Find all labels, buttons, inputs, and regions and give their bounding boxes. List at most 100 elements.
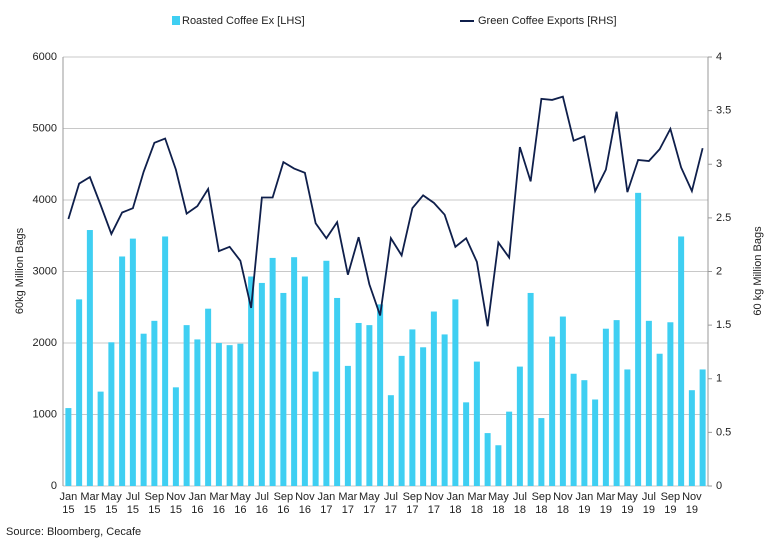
bar [430, 311, 437, 486]
bar [581, 380, 588, 486]
bar [570, 373, 577, 486]
x-tick-label: Sep 15 [144, 491, 165, 516]
x-tick-label: Jan 15 [59, 491, 78, 516]
y-tick-label: 4000 [33, 194, 57, 206]
bar [205, 308, 212, 486]
bar [506, 411, 513, 486]
bar [538, 418, 545, 486]
y-tick-label: 1000 [33, 408, 57, 420]
bar [688, 390, 695, 486]
x-tick-label: Nov 16 [295, 491, 315, 516]
x-tick-label: Jul 16 [254, 491, 269, 516]
bar [420, 347, 427, 486]
y2-axis-label: 60 kg Million Bags [752, 226, 764, 316]
x-tick-label: May 15 [100, 491, 122, 516]
y-tick-label: 6000 [33, 51, 57, 63]
bar [119, 256, 126, 486]
bar [248, 276, 255, 486]
x-tick-label: Sep 17 [402, 491, 423, 516]
bar [463, 402, 470, 486]
y2-tick-label: 1.5 [716, 319, 731, 331]
bar [699, 369, 706, 486]
bar [645, 320, 652, 486]
y2-tick-label: 2.5 [716, 212, 731, 224]
x-tick-label: May 17 [358, 491, 380, 516]
bar [452, 299, 459, 486]
bar [258, 282, 265, 486]
bar [215, 343, 222, 486]
y-tick-label: 2000 [33, 337, 57, 349]
y2-tick-label: 0.5 [716, 426, 731, 438]
y-tick-label: 0 [51, 480, 57, 492]
legend-swatch [172, 16, 180, 25]
y2-tick-label: 0 [716, 480, 722, 492]
x-tick-label: Mar 18 [467, 491, 487, 516]
x-tick-label: May 18 [487, 491, 509, 516]
bar [527, 292, 534, 486]
bar [473, 361, 480, 486]
bar [183, 325, 190, 486]
bar [323, 260, 330, 486]
bar [678, 236, 685, 486]
x-tick-label: Mar 19 [596, 491, 616, 516]
bar [86, 230, 93, 486]
bar [312, 371, 319, 486]
y2-tick-label: 1 [716, 373, 722, 385]
bar [140, 333, 147, 486]
bar [549, 336, 556, 486]
bar [269, 257, 276, 486]
bar [280, 292, 287, 486]
x-tick-label: May 16 [229, 491, 251, 516]
source: Source: Bloomberg, Cecafe [6, 526, 141, 538]
bar [398, 355, 405, 486]
bar [97, 391, 104, 486]
bar [516, 366, 523, 486]
bar [409, 329, 416, 486]
x-tick-label: Jan 17 [317, 491, 336, 516]
x-tick-label: Sep 18 [531, 491, 552, 516]
x-tick-label: Nov 17 [424, 491, 444, 516]
bar [151, 320, 158, 486]
y2-tick-label: 2 [716, 265, 722, 277]
bar [635, 192, 642, 486]
bar [441, 334, 448, 486]
x-tick-label: Mar 16 [209, 491, 229, 516]
legend-label: Roasted Coffee Ex [LHS] [182, 15, 305, 27]
y-tick-label: 3000 [33, 265, 57, 277]
y2-tick-label: 3.5 [716, 105, 731, 117]
bar [76, 299, 83, 486]
bar [108, 342, 115, 486]
bar [237, 343, 244, 486]
x-tick-label: Jan 18 [446, 491, 465, 516]
x-tick-label: Sep 16 [273, 491, 294, 516]
bar [65, 408, 72, 486]
x-tick-label: Jan 19 [575, 491, 594, 516]
bar [667, 322, 674, 486]
legend-label: Green Coffee Exports [RHS] [478, 15, 617, 27]
bar [377, 304, 384, 486]
bar [559, 316, 566, 486]
bar [344, 365, 351, 486]
y2-tick-label: 4 [716, 51, 722, 63]
bar [387, 395, 394, 486]
x-tick-label: Mar 17 [338, 491, 358, 516]
bar [602, 328, 609, 486]
x-tick-label: May 19 [616, 491, 638, 516]
x-tick-label: Nov 18 [553, 491, 573, 516]
bar [613, 320, 620, 486]
x-tick-label: Mar 15 [80, 491, 100, 516]
bar [129, 238, 136, 486]
bar [366, 325, 373, 486]
bar [226, 345, 233, 486]
x-tick-label: Jul 18 [512, 491, 527, 516]
bar [162, 236, 169, 486]
x-tick-label: Jul 17 [383, 491, 398, 516]
x-tick-label: Jan 16 [188, 491, 207, 516]
line [67, 95, 704, 327]
bar [355, 322, 362, 486]
x-tick-label: Nov 19 [682, 491, 702, 516]
x-tick-label: Jul 15 [125, 491, 140, 516]
bar [484, 433, 491, 486]
